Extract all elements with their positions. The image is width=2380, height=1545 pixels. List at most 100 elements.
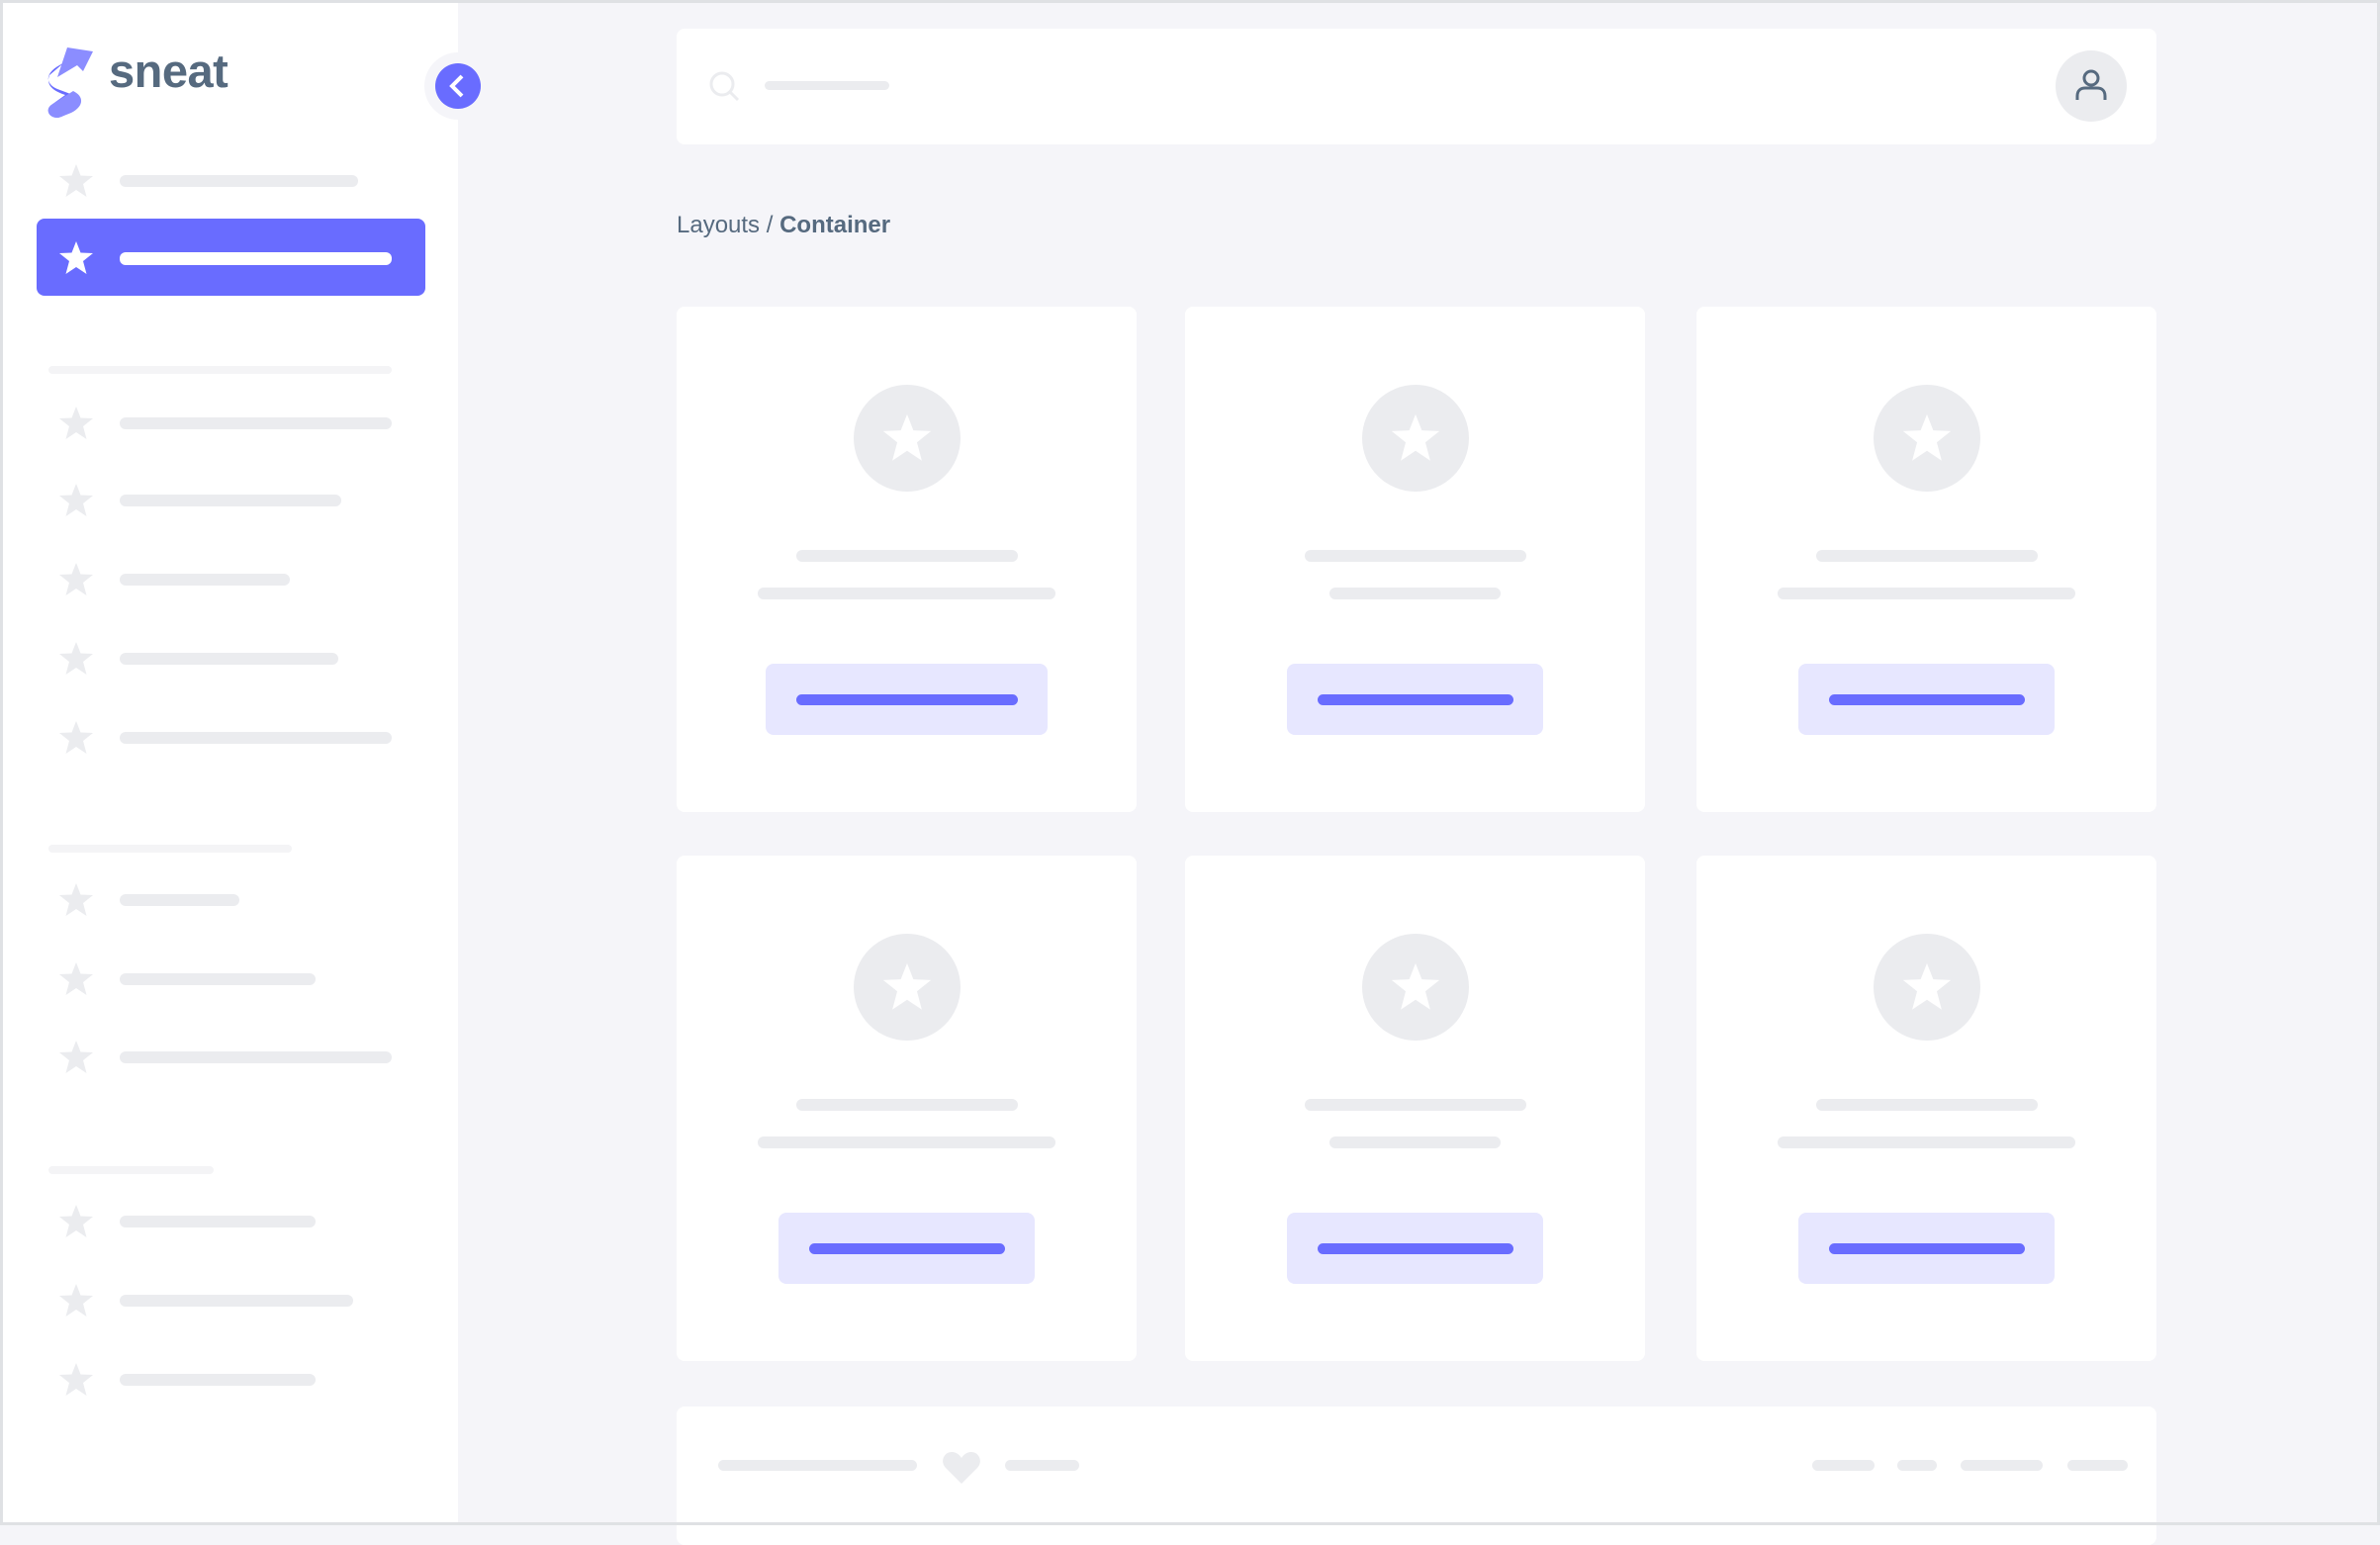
footer-link[interactable] — [1897, 1460, 1937, 1471]
card-icon-circle — [853, 934, 961, 1041]
sidebar-item-label — [120, 495, 341, 506]
star-icon — [880, 411, 934, 465]
card-title — [795, 1099, 1018, 1111]
card-subtitle — [1329, 588, 1501, 599]
card-button-label — [1317, 1243, 1513, 1254]
sidebar-item-active[interactable] — [37, 225, 425, 292]
sidebar-item[interactable] — [37, 390, 425, 457]
star-icon — [57, 1039, 95, 1076]
star-icon — [1389, 411, 1442, 465]
card-subtitle — [758, 588, 1055, 599]
breadcrumb-parent[interactable]: Layouts — [677, 212, 761, 238]
card-subtitle — [1778, 1136, 2075, 1148]
card-title — [1815, 1099, 2038, 1111]
sidebar-item[interactable] — [37, 625, 425, 692]
sidebar-item-label — [120, 1295, 353, 1307]
star-icon — [57, 239, 95, 277]
sidebar-item-label — [120, 653, 338, 665]
footer-link[interactable] — [1961, 1460, 2043, 1471]
footer-link[interactable] — [1812, 1460, 1875, 1471]
sidebar-item[interactable] — [37, 546, 425, 613]
user-avatar-button[interactable] — [2056, 50, 2127, 122]
sneat-logo-icon — [47, 47, 93, 118]
card-title — [795, 550, 1018, 562]
content-card — [677, 856, 1137, 1361]
sidebar-item[interactable] — [37, 1267, 425, 1334]
sidebar-item-label — [120, 1216, 316, 1227]
star-icon — [57, 960, 95, 998]
content-card — [1185, 856, 1645, 1361]
brand-name: sneat — [109, 45, 229, 97]
breadcrumb-current: Container — [779, 212, 891, 238]
star-icon — [57, 1361, 95, 1399]
card-subtitle — [1778, 588, 2075, 599]
card-icon-circle — [1873, 934, 1980, 1041]
card-icon-circle — [853, 385, 961, 492]
sidebar-section-header — [48, 366, 392, 374]
sidebar-item[interactable] — [37, 1188, 425, 1255]
card-subtitle — [758, 1136, 1055, 1148]
card-action-button[interactable] — [1287, 1213, 1543, 1284]
star-icon — [57, 1282, 95, 1319]
sidebar-item-label — [120, 894, 239, 906]
card-button-label — [808, 1243, 1005, 1254]
sidebar-item[interactable] — [37, 946, 425, 1013]
sidebar-item[interactable] — [37, 866, 425, 934]
breadcrumb: Layouts / Container — [677, 212, 890, 239]
card-action-button[interactable] — [1798, 664, 2055, 735]
card-action-button[interactable] — [1798, 1213, 2055, 1284]
star-icon — [57, 405, 95, 442]
star-icon — [57, 482, 95, 519]
sidebar-item[interactable] — [37, 147, 425, 215]
card-button-label — [1828, 1243, 2025, 1254]
star-icon — [1900, 411, 1954, 465]
star-icon — [1389, 960, 1442, 1014]
search-input[interactable] — [765, 81, 889, 90]
card-button-label — [1317, 694, 1513, 705]
card-icon-circle — [1873, 385, 1980, 492]
footer — [677, 1407, 2156, 1545]
top-navbar — [677, 29, 2156, 144]
user-icon — [2075, 69, 2107, 100]
sidebar-item-label — [120, 973, 316, 985]
sidebar-item-label — [120, 417, 392, 429]
card-action-button[interactable] — [766, 664, 1048, 735]
sidebar-item[interactable] — [37, 467, 425, 534]
sidebar-item-label — [120, 1051, 392, 1063]
breadcrumb-separator: / — [760, 212, 780, 238]
sidebar-item[interactable] — [37, 1346, 425, 1413]
footer-link[interactable] — [2067, 1460, 2128, 1471]
content-card — [1696, 856, 2156, 1361]
card-title — [1304, 550, 1526, 562]
card-subtitle — [1329, 1136, 1501, 1148]
star-icon — [57, 881, 95, 919]
card-action-button[interactable] — [1287, 664, 1543, 735]
content-card — [1185, 307, 1645, 812]
star-icon — [57, 1203, 95, 1240]
footer-text — [718, 1460, 917, 1471]
content-card — [1696, 307, 2156, 812]
content-card — [677, 307, 1137, 812]
star-icon — [57, 719, 95, 757]
search-icon[interactable] — [708, 70, 742, 104]
star-icon — [57, 561, 95, 598]
heart-icon — [943, 1452, 980, 1484]
card-action-button[interactable] — [778, 1213, 1035, 1284]
star-icon — [57, 640, 95, 678]
card-icon-circle — [1361, 934, 1469, 1041]
footer-link[interactable] — [1005, 1460, 1079, 1471]
sidebar-item[interactable] — [37, 1024, 425, 1091]
sidebar-item-label — [120, 1374, 316, 1386]
sidebar-item[interactable] — [37, 704, 425, 772]
sidebar-item-label — [120, 574, 290, 586]
card-title — [1304, 1099, 1526, 1111]
star-icon — [1900, 960, 1954, 1014]
collapse-sidebar-button[interactable] — [435, 63, 481, 109]
sidebar-item-label — [120, 252, 392, 265]
card-button-label — [795, 694, 1018, 705]
chevron-left-icon — [449, 74, 464, 98]
card-icon-circle — [1361, 385, 1469, 492]
sidebar: sneat — [0, 0, 492, 1525]
sidebar-section-header — [48, 1166, 214, 1174]
sidebar-item-label — [120, 175, 358, 187]
